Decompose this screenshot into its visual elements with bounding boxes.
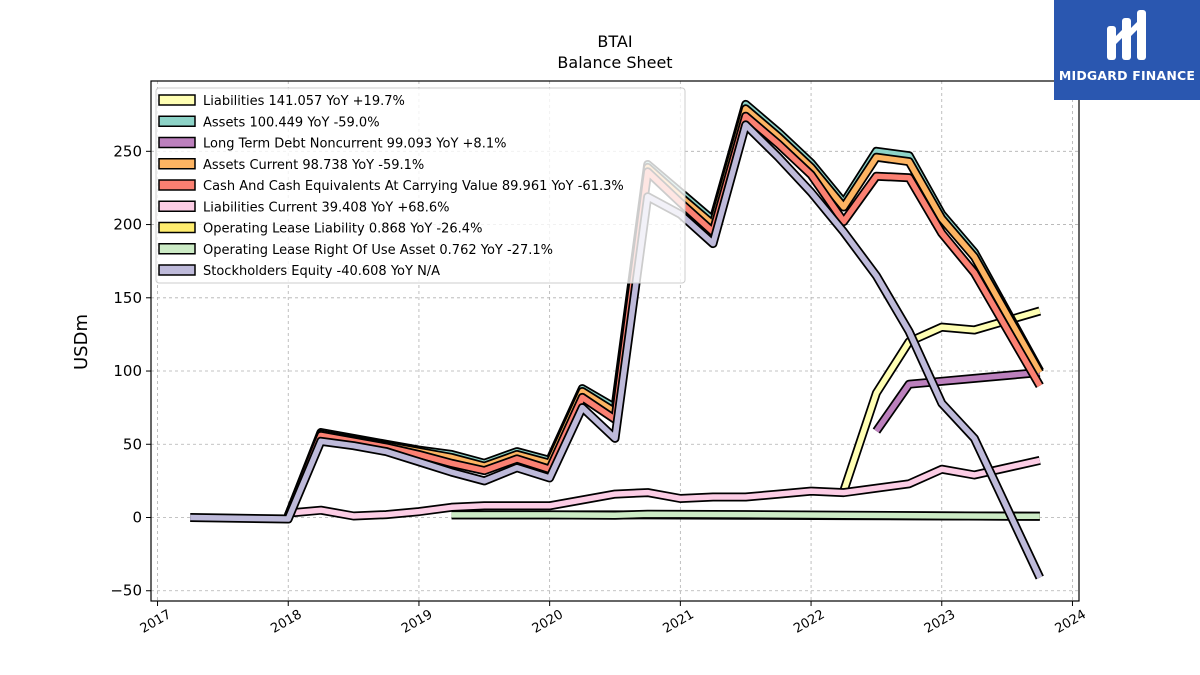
legend-swatch <box>158 221 196 234</box>
y-tick-label: 250 <box>113 142 142 160</box>
legend-label: Liabilities Current 39.408 YoY +68.6% <box>203 200 450 215</box>
logo-text: MIDGARD FINANCE <box>1058 68 1196 83</box>
y-axis-label: USDm <box>71 314 92 370</box>
legend-label: Assets Current 98.738 YoY -59.1% <box>203 158 424 173</box>
midgard-finance-logo: MIDGARD FINANCE <box>1054 0 1200 100</box>
y-tick-label: 50 <box>123 435 142 453</box>
series-line <box>287 457 1041 519</box>
chart-subtitle: Balance Sheet <box>557 53 672 72</box>
legend-entry: Liabilities Current 39.408 YoY +68.6% <box>158 200 450 215</box>
legend-label: Operating Lease Liability 0.868 YoY -26.… <box>203 222 482 237</box>
legend-swatch <box>158 158 196 170</box>
legend-entry: Stockholders Equity -40.608 YoY N/A <box>158 264 440 279</box>
legend-entry: Cash And Cash Equivalents At Carrying Va… <box>158 179 624 194</box>
legend-label: Cash And Cash Equivalents At Carrying Va… <box>203 179 624 194</box>
series-7 <box>451 509 1040 521</box>
legend-entry: Liabilities 141.057 YoY +19.7% <box>158 94 405 109</box>
legend: Liabilities 141.057 YoY +19.7% Assets 100… <box>155 87 686 284</box>
legend-swatch <box>158 243 196 255</box>
legend-swatch <box>158 264 196 276</box>
y-tick-label: 200 <box>113 216 142 234</box>
legend-label: Operating Lease Right Of Use Asset 0.762… <box>203 243 553 258</box>
legend-entry: Operating Lease Liability 0.868 YoY -26.… <box>158 221 482 237</box>
legend-entry: Operating Lease Right Of Use Asset 0.762… <box>158 243 553 258</box>
x-tick-label: 2020 <box>530 607 566 637</box>
legend-label: Long Term Debt Noncurrent 99.093 YoY +8.… <box>203 137 506 152</box>
y-tick-label: −50 <box>110 582 142 600</box>
x-tick-label: 2018 <box>268 607 304 637</box>
y-tick-label: 0 <box>132 509 142 527</box>
x-tick-label: 2019 <box>399 607 435 637</box>
legend-swatch <box>158 115 196 127</box>
legend-label: Liabilities 141.057 YoY +19.7% <box>203 94 405 109</box>
series-0 <box>839 306 1042 493</box>
legend-swatch <box>158 94 196 106</box>
x-tick-label: 2017 <box>138 607 174 637</box>
x-tick-label: 2022 <box>791 607 827 637</box>
chart-title: BTAI <box>597 32 632 51</box>
legend-entry: Assets Current 98.738 YoY -59.1% <box>158 158 424 173</box>
legend-swatch <box>158 200 196 212</box>
series-2 <box>872 368 1041 434</box>
legend-swatch <box>158 136 196 149</box>
plot-frame <box>150 80 1080 602</box>
series-outline <box>287 456 1041 521</box>
series-line <box>451 511 1040 520</box>
legend-label: Assets 100.449 YoY -59.0% <box>203 115 380 130</box>
legend-entry: Assets 100.449 YoY -59.0% <box>158 115 380 130</box>
legend-label: Stockholders Equity -40.608 YoY N/A <box>203 264 440 279</box>
series-line <box>874 369 1041 433</box>
series-line <box>841 308 1041 492</box>
y-tick-label: 100 <box>113 362 142 380</box>
legend-entry: Long Term Debt Noncurrent 99.093 YoY +8.… <box>158 136 506 152</box>
logo-mark-icon <box>1107 10 1146 60</box>
legend-box <box>155 87 686 284</box>
x-tick-label: 2024 <box>1053 607 1089 637</box>
series-line <box>190 122 1043 579</box>
series-5 <box>287 456 1041 521</box>
series-8 <box>190 120 1044 580</box>
x-tick-label: 2021 <box>661 607 697 637</box>
legend-swatch <box>158 179 196 191</box>
x-tick-label: 2023 <box>922 607 958 637</box>
y-tick-label: 150 <box>113 289 142 307</box>
